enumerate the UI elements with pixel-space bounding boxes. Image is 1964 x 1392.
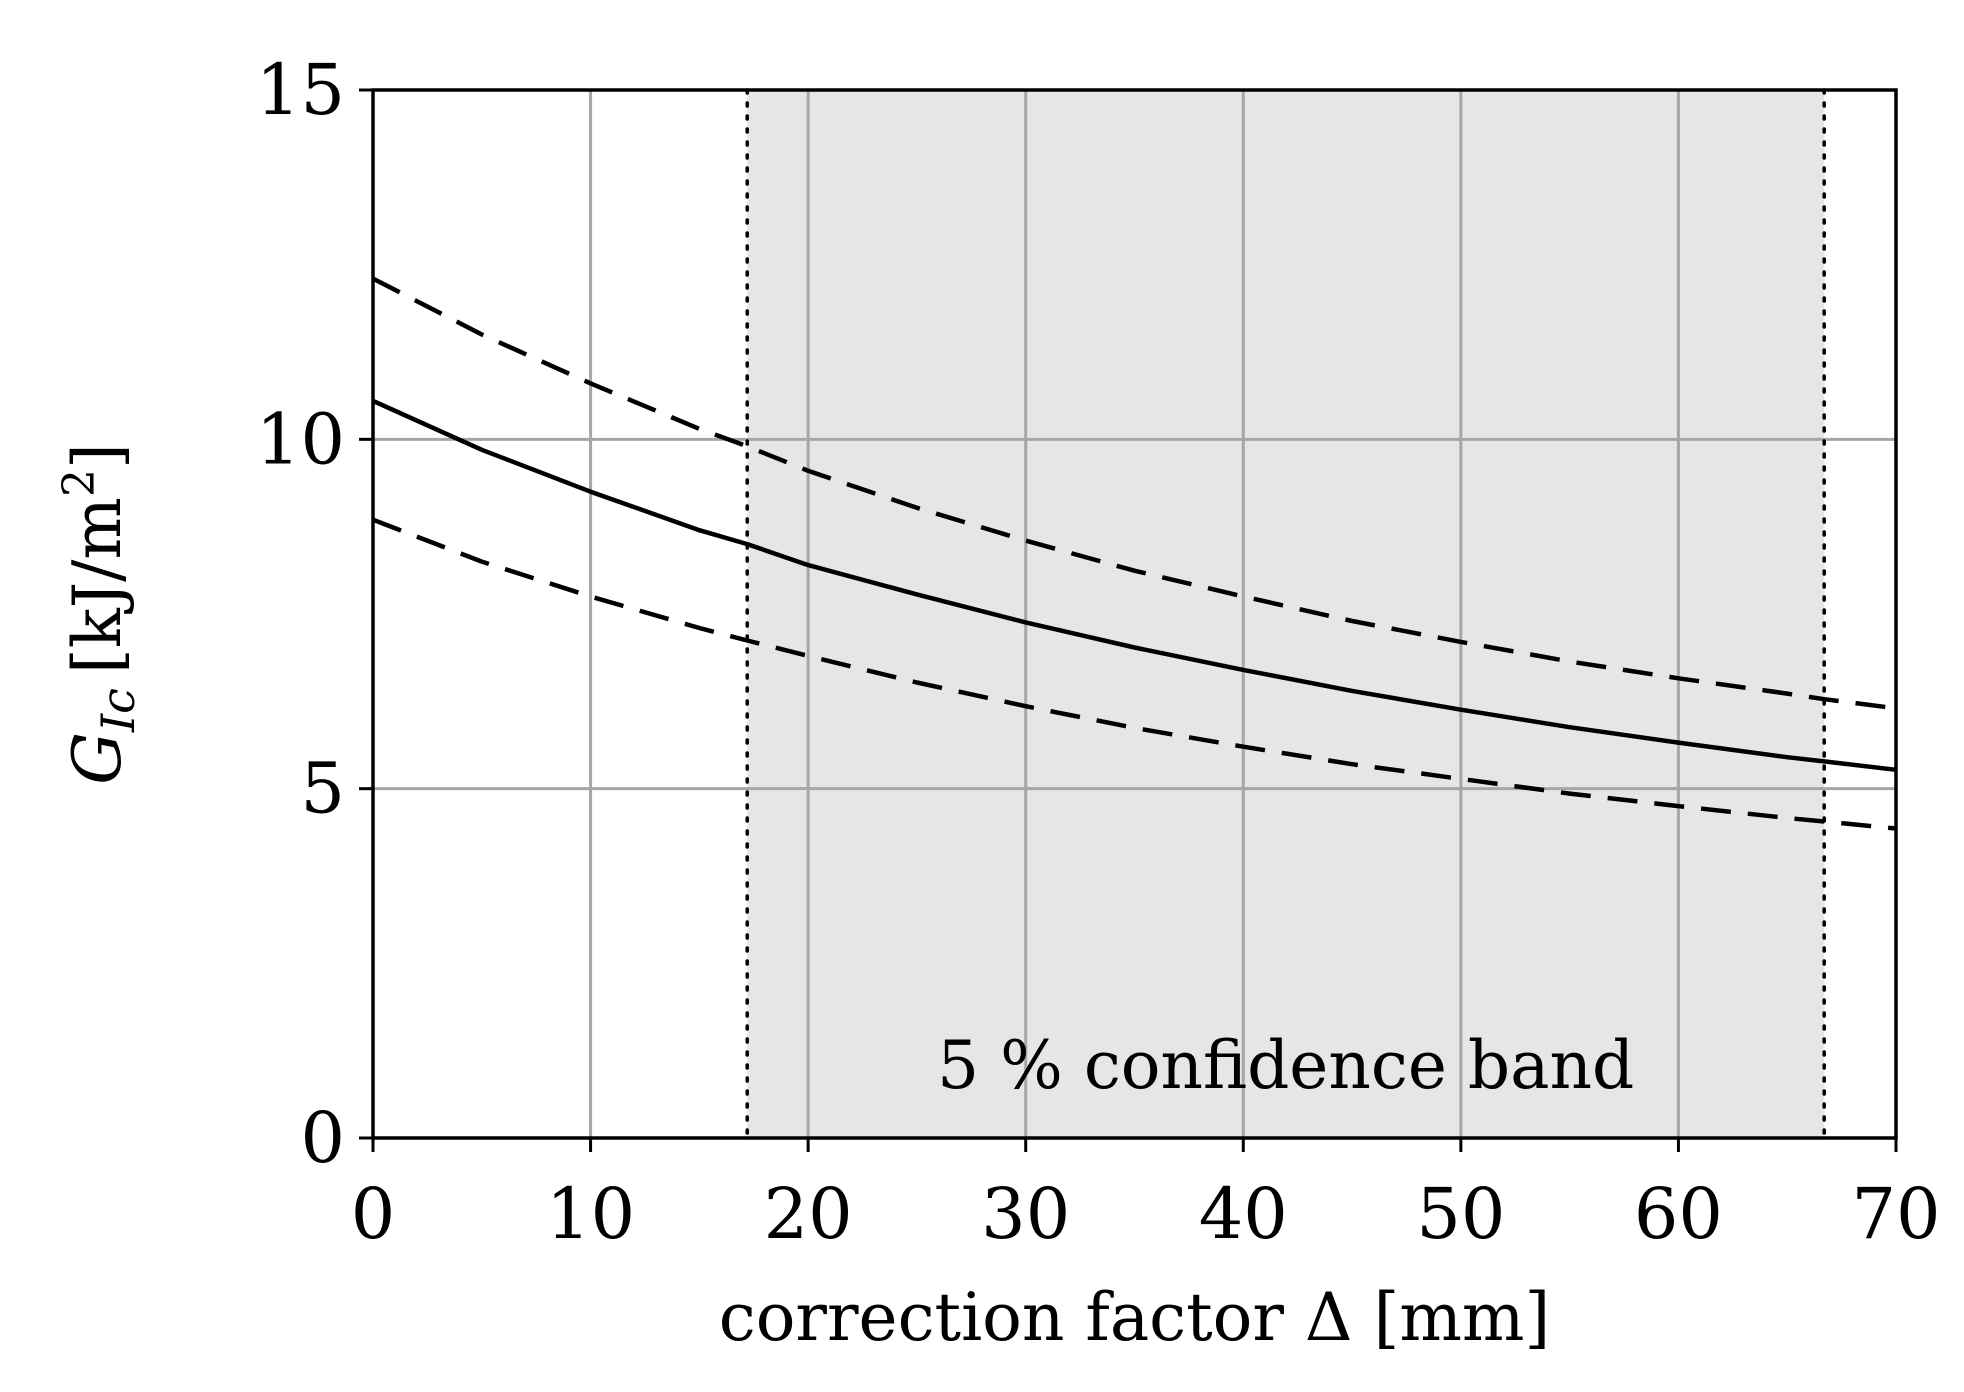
y-axis-subscript: Ic — [91, 688, 145, 733]
x-tick-label-0: 0 — [351, 1173, 396, 1255]
y-axis-unit-close: ] — [59, 443, 136, 469]
grid-layer — [373, 90, 1896, 1138]
frame-layer — [371, 88, 1898, 1140]
y-axis-symbol: G — [59, 732, 136, 785]
series-layer — [371, 276, 1897, 831]
y-tick-label-10: 10 — [256, 398, 345, 480]
y-tick-label-0: 0 — [300, 1097, 345, 1179]
y-tick-label-15: 15 — [256, 49, 345, 131]
series-line-mean — [372, 398, 1897, 773]
band-boundary-layer — [745, 88, 1826, 1140]
y-tick-label-5: 5 — [300, 748, 345, 830]
x-axis-title: correction factor Δ [mm] — [719, 1279, 1551, 1356]
x-tick-label-10: 10 — [546, 1173, 635, 1255]
confidence-band-area — [747, 90, 1825, 1138]
x-tick-label-50: 50 — [1416, 1173, 1505, 1255]
series-line-upper-bound — [371, 276, 1897, 711]
plot-frame — [371, 88, 1898, 1140]
y-axis-title: GIc [kJ/m2] — [54, 443, 145, 784]
confidence-band-layer — [747, 90, 1825, 1138]
x-tick-label-70: 70 — [1851, 1173, 1940, 1255]
y-axis-unit-power: 2 — [54, 469, 105, 497]
y-axis-unit: [kJ/m — [59, 497, 136, 674]
x-tick-label-20: 20 — [764, 1173, 853, 1255]
x-tick-label-40: 40 — [1199, 1173, 1288, 1255]
confidence-band-label: 5 % confidence band — [937, 1027, 1634, 1104]
x-tick-label-60: 60 — [1634, 1173, 1723, 1255]
series-line-lower-bound — [372, 517, 1897, 831]
x-tick-label-30: 30 — [981, 1173, 1070, 1255]
tick-layer: 0 10 20 30 40 50 60 70 0 5 10 15 — [256, 49, 1941, 1255]
